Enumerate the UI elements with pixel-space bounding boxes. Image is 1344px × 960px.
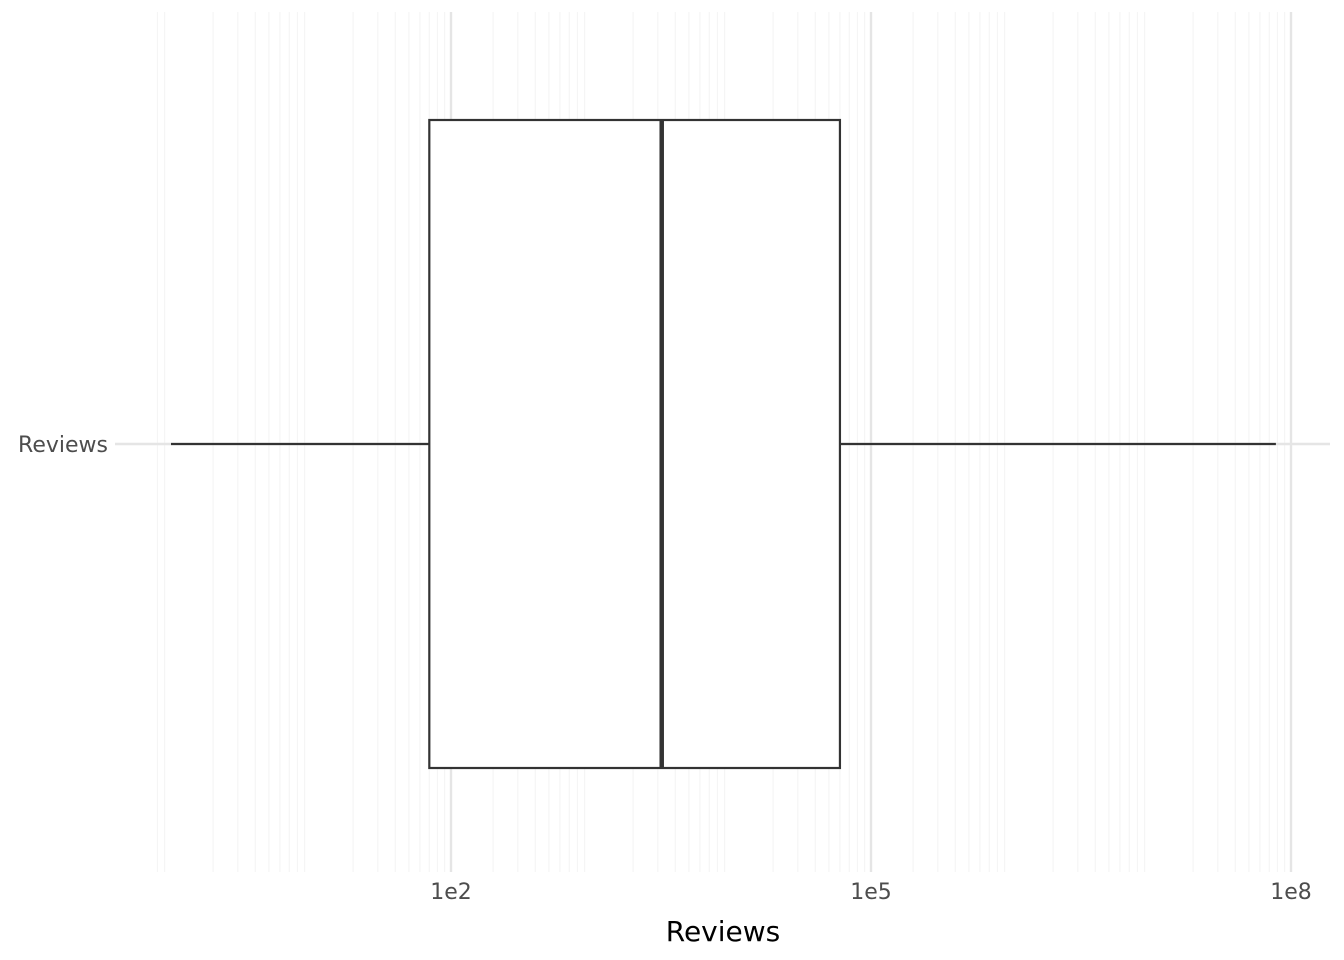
x-axis-ticks: 1e2 1e5 1e8	[430, 880, 1312, 905]
boxes	[171, 118, 1276, 770]
box-iqr	[428, 118, 842, 770]
x-tick-label: 1e2	[430, 880, 472, 905]
x-tick-label: 1e8	[1270, 880, 1312, 905]
x-axis-title: Reviews	[666, 915, 781, 948]
y-axis-ticks: Reviews	[18, 433, 108, 458]
x-tick-label: 1e5	[850, 880, 892, 905]
y-tick-label: Reviews	[18, 433, 108, 458]
